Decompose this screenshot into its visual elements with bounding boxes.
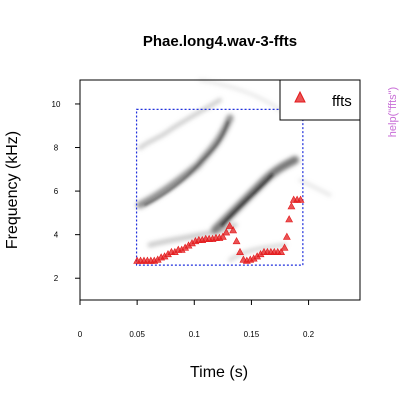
x-tick-label: 0.15 (244, 330, 260, 339)
ffts-point (222, 228, 231, 236)
spectrogram-image (136, 78, 332, 262)
ffts-series (133, 195, 305, 264)
ffts-point (296, 195, 305, 203)
y-tick-label: 10 (52, 100, 61, 109)
y-axis: 2 4 6 8 10 (52, 100, 80, 283)
x-axis-label: Time (s) (190, 364, 248, 381)
x-tick-label: 0.1 (189, 330, 201, 339)
x-axis: 0 0.05 0.1 0.15 0.2 (78, 300, 315, 339)
chart-title: Phae.long4.wav-3-ffts (143, 33, 297, 50)
y-tick-label: 8 (54, 144, 59, 153)
ffts-point (218, 232, 227, 240)
ffts-point (280, 243, 289, 251)
ffts-point (225, 221, 234, 229)
ffts-point (229, 226, 238, 234)
x-tick-label: 0 (78, 330, 83, 339)
x-tick-label: 0.2 (303, 330, 315, 339)
legend-box (279, 79, 361, 121)
ffts-point (282, 232, 291, 240)
x-tick-label: 0.05 (129, 330, 145, 339)
ffts-point (236, 247, 244, 255)
legend-label: ffts (332, 93, 352, 110)
ffts-point (287, 202, 296, 210)
legend-triangle-marker (294, 90, 306, 103)
y-tick-label: 6 (54, 187, 59, 196)
plot-frame (79, 79, 361, 301)
legend: ffts (279, 79, 361, 121)
ffts-point (277, 247, 286, 255)
ffts-point (285, 215, 294, 223)
y-axis-label: Frequency (kHz) (4, 131, 21, 249)
selection-box (135, 108, 304, 266)
y-tick-label: 4 (54, 231, 59, 240)
y-tick-label: 2 (54, 274, 59, 283)
ffts-point (232, 236, 241, 245)
help-note: help("ffts") (387, 87, 399, 137)
